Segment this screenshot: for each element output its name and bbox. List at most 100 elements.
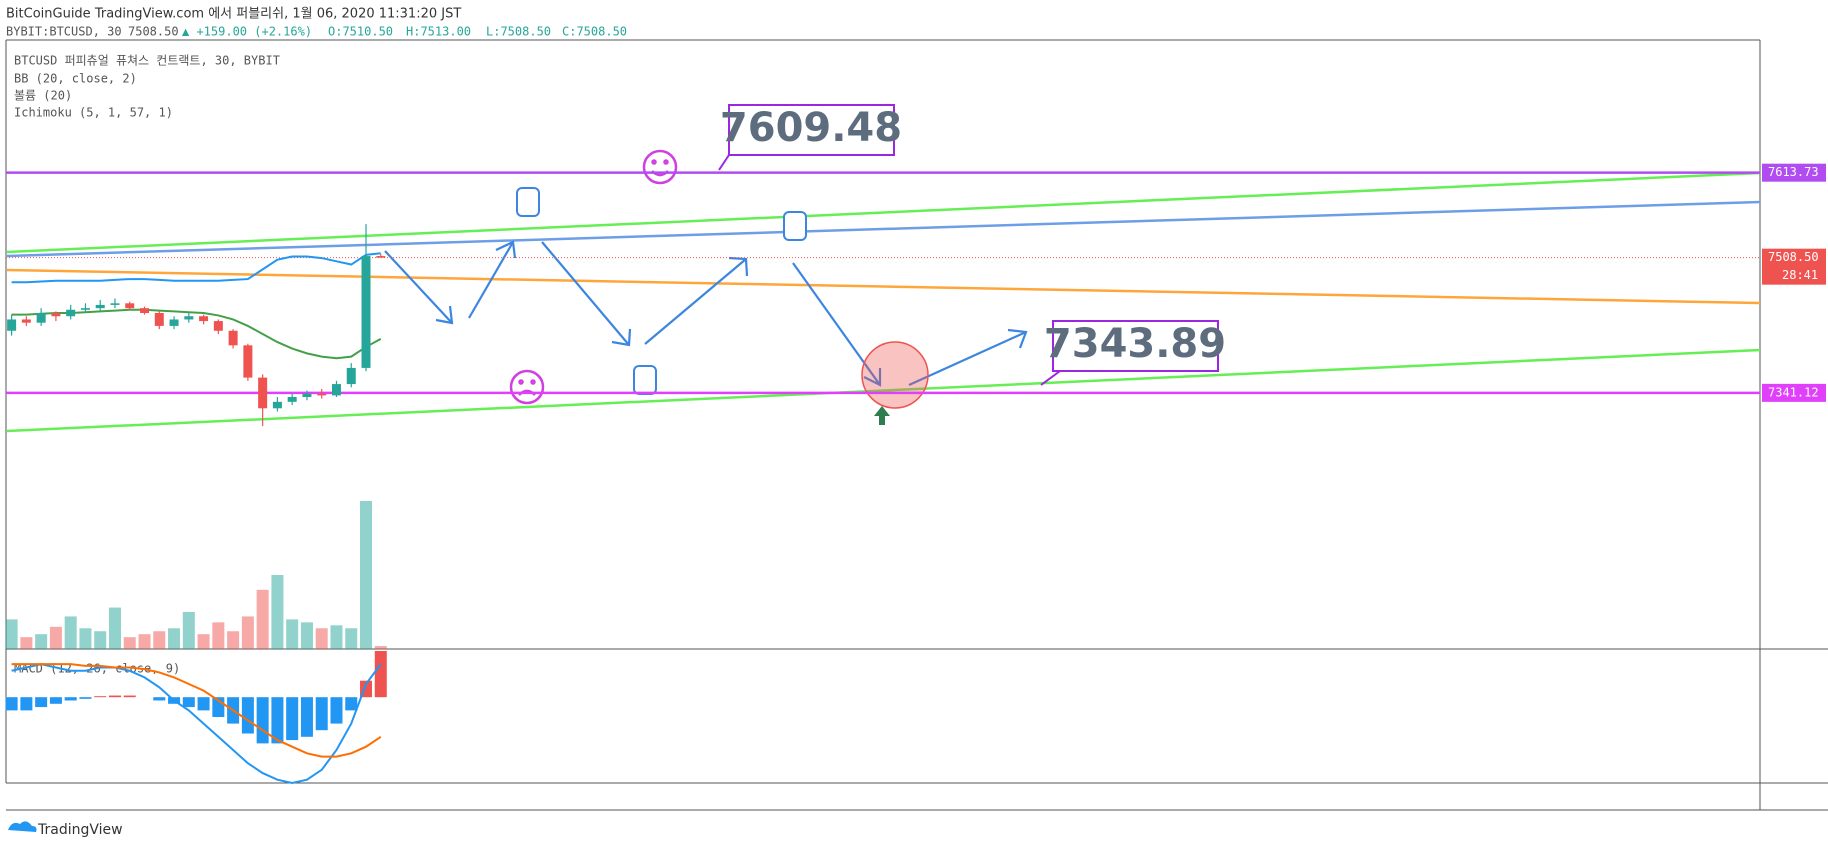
macd-hist [271, 697, 284, 744]
price-tag-label: 7341.12 [1768, 385, 1819, 399]
volume-bar [197, 634, 210, 649]
candle-body [95, 304, 105, 309]
candle-body [184, 316, 194, 320]
arrows [384, 240, 1028, 387]
hand-icons [516, 187, 807, 395]
macd-hist [300, 697, 313, 737]
candle-body [213, 321, 223, 331]
volume-bar [138, 634, 151, 649]
price-tag [1762, 383, 1826, 402]
open: O:7510.50 [328, 25, 393, 39]
macd-hist [35, 697, 48, 708]
volume-bar [20, 637, 33, 649]
pointer [1040, 370, 1061, 386]
price-tag-label: 7508.50 [1768, 250, 1819, 264]
macd-hist [153, 697, 166, 701]
annotation-box [1052, 320, 1219, 372]
annotation-box [728, 104, 895, 156]
volume-bar [345, 628, 358, 649]
annotation: 7343.89 [1044, 321, 1226, 367]
candle-body [346, 367, 356, 385]
volume-bar [49, 626, 62, 649]
highlight-circle [861, 341, 929, 409]
volume-bar [168, 628, 181, 649]
legend-item: BB (20, close, 2) [14, 72, 137, 86]
publisher: BitCoinGuide TradingView.com 에서 퍼블리쉬, 1월… [6, 7, 461, 22]
volume-bar [79, 628, 92, 649]
trend-line [6, 171, 1761, 254]
macd-hist [345, 697, 358, 711]
close: C:7508.50 [562, 25, 627, 39]
volume-bar [315, 628, 328, 649]
bb-basis [11, 308, 382, 360]
drawings [6, 104, 1761, 433]
macd-hist [374, 650, 387, 698]
candle-body [36, 313, 46, 323]
macd-hist [182, 697, 195, 708]
candle-body [287, 397, 297, 402]
macd-hist [330, 697, 343, 724]
macd-hist [197, 697, 210, 711]
volume-bar [5, 619, 18, 649]
candle-body [51, 313, 61, 317]
grid [5, 39, 1828, 811]
volume-bar [374, 646, 387, 649]
candle-body [80, 308, 90, 310]
candle-body [243, 345, 253, 378]
volume-bar [330, 625, 343, 649]
volume-bar [123, 637, 136, 649]
candle-body [140, 308, 150, 313]
macd-hist [286, 697, 299, 741]
macd-hist [64, 697, 77, 701]
price-tag-label: 7613.73 [1768, 165, 1819, 179]
volume-bar [35, 634, 48, 649]
bb-upper [11, 252, 381, 284]
low: L:7508.50 [486, 25, 551, 39]
macd-hist [123, 695, 136, 698]
change: ▲ +159.00 (+2.16%) [182, 25, 312, 39]
candle-body [154, 313, 164, 326]
volume-bar [94, 631, 107, 649]
price-tag [1762, 163, 1826, 182]
symbol: BYBIT:BTCUSD, 30 [6, 25, 122, 39]
macd-hist [49, 697, 62, 704]
candle-body [169, 319, 179, 326]
macd-hist [108, 695, 121, 698]
trend-line [6, 348, 1761, 433]
marks [5, 171, 1760, 785]
candle-body [317, 393, 327, 396]
price: 7508.50 [128, 25, 179, 39]
macd-line [11, 663, 382, 785]
candle-body [66, 309, 76, 317]
candle-body [331, 384, 341, 396]
volume-bar [212, 622, 225, 649]
volume-bar [256, 589, 269, 649]
volume-bar [108, 607, 121, 649]
legend-item: 볼륨 (20) [14, 89, 72, 103]
volume-bar [286, 619, 299, 649]
volume-bar [182, 612, 195, 649]
volume-bar [300, 622, 313, 649]
candle-body [199, 316, 209, 322]
candle-body [258, 377, 268, 409]
trend-line [6, 268, 1761, 305]
volume-bar [241, 616, 254, 649]
macd-hist [94, 696, 107, 698]
volume-bar [64, 616, 77, 649]
candle-body [361, 256, 371, 368]
trend-line [6, 200, 1761, 258]
volume-bar [153, 631, 166, 649]
volume-bar [271, 575, 284, 649]
price-tag [1762, 248, 1826, 285]
candle-body [272, 401, 282, 409]
high: H:7513.00 [406, 25, 471, 39]
annotation: 7609.48 [720, 105, 902, 151]
pointer [718, 154, 730, 171]
axis-labels: 7613.73 7341.12 7508.50 28:41 [1762, 163, 1826, 402]
countdown: 28:41 [1782, 268, 1818, 282]
logo [8, 821, 37, 832]
macd-hist [20, 697, 33, 711]
candle-body [7, 319, 17, 331]
macd-hist [79, 697, 92, 699]
